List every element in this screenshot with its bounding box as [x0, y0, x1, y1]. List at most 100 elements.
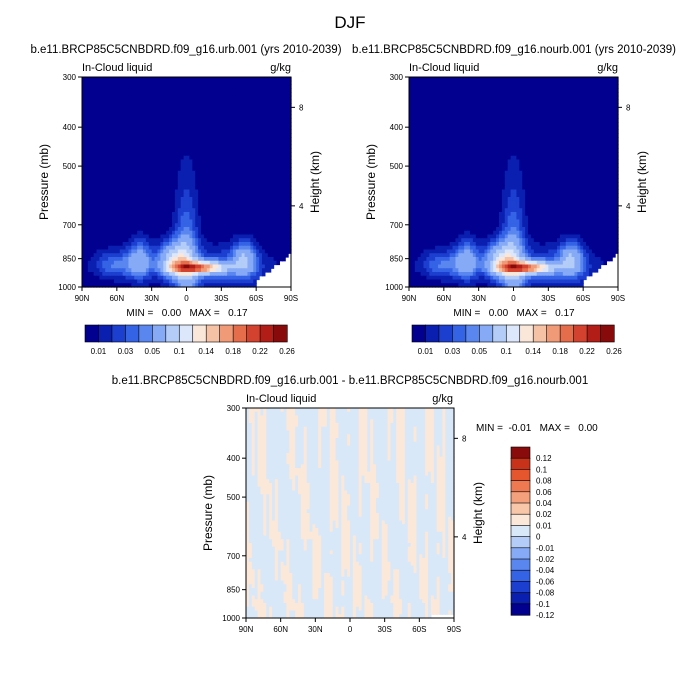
- panel-urb-cell: [209, 242, 214, 247]
- panel-urb-cell: [113, 189, 118, 194]
- panel-urb-cell: [169, 174, 173, 179]
- panel-urb-cell: [157, 215, 161, 221]
- panel-urb-cell: [238, 200, 243, 206]
- panel-urb-cell: [201, 227, 205, 232]
- panel-urb-cell: [267, 204, 272, 209]
- panel-urb-cell: [140, 140, 144, 146]
- panel-urb-cell: [163, 189, 167, 194]
- panel-urb-cell: [215, 133, 220, 138]
- panel-urb-cell: [93, 279, 98, 284]
- panel-urb-cell: [270, 77, 275, 82]
- panel-urb-cell: [264, 84, 269, 89]
- panel-urb-cell: [128, 84, 132, 89]
- panel-urb-cell: [111, 283, 115, 288]
- panel-urb-cell: [264, 140, 269, 146]
- panel-urb-cell: [82, 212, 86, 217]
- panel-nourb-cell: [432, 80, 436, 86]
- panel-urb-cell: [273, 125, 278, 131]
- panel-nourb-cell: [580, 95, 584, 101]
- panel-nourb-cell: [519, 95, 523, 101]
- panel-urb-cell: [99, 257, 103, 262]
- panel-urb-cell: [189, 253, 193, 258]
- panel-nourb-cell: [446, 77, 451, 82]
- panel-urb-cell: [218, 272, 222, 277]
- panel-urb-cell: [221, 279, 225, 284]
- panel-nourb-cell: [533, 103, 538, 108]
- panel-nourb-cell: [557, 103, 561, 108]
- panel-urb-cell: [227, 253, 231, 258]
- panel-urb-cell: [276, 234, 280, 239]
- panel-urb-cell: [195, 80, 199, 86]
- panel-urb-cell: [192, 118, 196, 123]
- panel-urb-cell: [134, 245, 138, 251]
- panel-urb-cell: [183, 227, 188, 232]
- panel-urb-cell: [192, 268, 196, 273]
- panel-urb-cell: [195, 129, 199, 134]
- panel-urb-cell: [253, 234, 257, 239]
- panel-urb-cell: [140, 174, 144, 179]
- panel-urb-cell: [148, 133, 153, 138]
- panel-nourb-cell: [559, 88, 564, 93]
- panel-urb-cell: [177, 219, 182, 224]
- panel-nourb-cell: [583, 92, 587, 97]
- panel-urb-cell: [279, 107, 283, 112]
- panel-urb-cell: [96, 245, 101, 251]
- panel-urb-cell: [192, 219, 196, 224]
- panel-urb-cell: [113, 249, 118, 254]
- panel-urb-cell: [84, 103, 89, 108]
- panel-urb-cell: [227, 140, 231, 146]
- panel-urb-cell: [157, 152, 161, 157]
- panel-urb-cell: [154, 88, 159, 93]
- panel-urb-cell: [195, 189, 199, 194]
- panel-urb-cell: [84, 178, 89, 183]
- panel-urb-cell: [122, 200, 127, 206]
- panel-urb-cell: [82, 260, 86, 266]
- panel-urb-cell: [166, 159, 170, 164]
- panel-urb-cell: [232, 99, 237, 104]
- panel-urb-cell: [261, 227, 266, 232]
- panel-urb-cell: [157, 80, 161, 86]
- panel-nourb-cell: [574, 95, 578, 101]
- panel-urb-cell: [128, 163, 132, 168]
- panel-urb-cell: [264, 200, 269, 206]
- panel-urb-cell: [267, 122, 272, 127]
- panel-urb-cell: [282, 197, 286, 202]
- panel-urb-cell: [122, 114, 127, 119]
- panel-nourb-cell: [525, 107, 529, 112]
- panel-urb-cell: [131, 163, 135, 168]
- panel-urb-cell: [221, 204, 225, 209]
- panel-urb-cell: [131, 193, 135, 198]
- panel-urb-cell: [105, 174, 109, 179]
- panel-urb-cell: [201, 92, 205, 97]
- panel-urb-cell: [128, 170, 132, 176]
- panel-nourb-cell: [568, 84, 573, 89]
- panel-nourb-cell: [586, 77, 590, 82]
- panel-urb-cell: [253, 99, 257, 104]
- panel-nourb-cell: [580, 99, 584, 104]
- panel-urb-cell: [137, 133, 141, 138]
- panel-urb-cell: [253, 144, 257, 149]
- panel-urb-cell: [221, 193, 225, 198]
- panel-urb-cell: [131, 92, 135, 97]
- panel-urb-cell: [180, 212, 185, 217]
- panel-urb-cell: [212, 230, 217, 236]
- panel-nourb-cell: [597, 92, 602, 97]
- panel-nourb-cell: [545, 103, 549, 108]
- panel-urb-cell: [288, 200, 292, 206]
- panel-urb-cell: [111, 159, 115, 164]
- panel-urb-cell: [82, 167, 86, 172]
- panel-urb-cell: [206, 152, 211, 157]
- panel-urb-cell: [151, 215, 156, 221]
- panel-nourb-cell: [467, 77, 471, 82]
- panel-urb-cell: [209, 279, 214, 284]
- panel-urb-cell: [250, 140, 254, 146]
- panel-urb-cell: [154, 80, 159, 86]
- panel-urb-cell: [218, 122, 222, 127]
- panel-urb-cell: [192, 275, 196, 281]
- panel-urb-cell: [169, 99, 173, 104]
- panel-urb-cell: [105, 159, 109, 164]
- panel-urb-cell: [122, 185, 127, 191]
- panel-urb-cell: [119, 223, 124, 228]
- panel-urb-cell: [160, 110, 164, 116]
- panel-urb-cell: [253, 182, 257, 187]
